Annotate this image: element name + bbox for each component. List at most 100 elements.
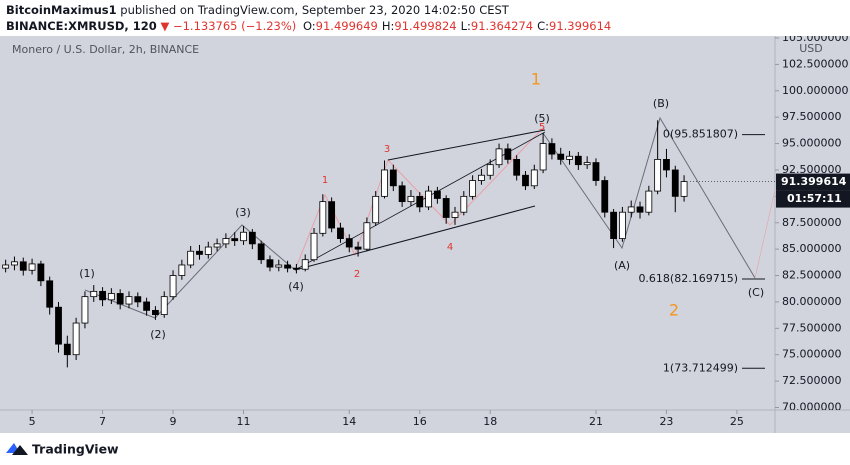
candle-body bbox=[134, 296, 142, 303]
ohlc-label: L: bbox=[461, 19, 471, 33]
fib-label: 0(95.851807) bbox=[663, 128, 738, 141]
candle-body bbox=[654, 159, 662, 192]
axis-unit: USD bbox=[799, 42, 823, 55]
candle-body bbox=[152, 309, 159, 315]
candle-body bbox=[116, 293, 124, 305]
ohlc-label: H: bbox=[382, 19, 395, 33]
last-price-box bbox=[776, 173, 850, 191]
candle-body bbox=[99, 290, 106, 301]
countdown-label: 01:57:11 bbox=[787, 192, 842, 205]
ohlc-value: 91.499649 bbox=[316, 19, 378, 33]
candle-body bbox=[495, 148, 503, 166]
candle-body bbox=[222, 238, 230, 245]
y-tick-label: 100.000000 bbox=[782, 84, 848, 97]
header-line-1: BitcoinMaximus1 published on TradingView… bbox=[6, 3, 510, 17]
candle-body bbox=[557, 153, 565, 160]
y-tick-label: 97.500000 bbox=[782, 110, 842, 123]
candle-body bbox=[125, 296, 133, 305]
wave-label: 2 bbox=[669, 301, 679, 320]
candle-body bbox=[46, 280, 54, 308]
ohlc-value: 91.399614 bbox=[549, 19, 611, 33]
candle-body bbox=[72, 322, 80, 356]
candle-body bbox=[645, 190, 653, 213]
x-tick-label: 23 bbox=[659, 415, 673, 428]
candle-body bbox=[592, 162, 600, 181]
price-axis: 70.000000 72.500000 75.000000 77.500000 80.0… bbox=[775, 36, 848, 414]
change: ▼ −1.133765 (−1.23%) bbox=[160, 19, 296, 33]
wave-label: (A) bbox=[614, 259, 630, 272]
x-tick-label: 7 bbox=[99, 415, 106, 428]
candle-body bbox=[337, 227, 344, 239]
x-tick-label: 11 bbox=[237, 415, 251, 428]
wave-label: 5 bbox=[539, 122, 545, 133]
x-tick-label: 21 bbox=[589, 415, 603, 428]
candle-body bbox=[671, 169, 679, 197]
candle-body bbox=[389, 169, 397, 187]
candle-body bbox=[618, 211, 626, 239]
candle-body bbox=[636, 206, 644, 213]
candle-body bbox=[486, 164, 494, 176]
candle-body bbox=[187, 250, 195, 266]
candle-body bbox=[372, 195, 380, 224]
chart-title: Monero / U.S. Dollar, 2h, BINANCE bbox=[12, 43, 199, 56]
wave-label: (3) bbox=[235, 206, 251, 219]
candle-body bbox=[196, 250, 203, 255]
candle-body bbox=[284, 264, 291, 269]
candle-body bbox=[143, 301, 151, 311]
y-tick-label: 72.500000 bbox=[782, 374, 842, 387]
candle-body bbox=[213, 243, 221, 248]
candle-body bbox=[610, 211, 617, 239]
candle-body bbox=[398, 185, 406, 203]
x-tick-label: 16 bbox=[413, 415, 427, 428]
candle-body bbox=[292, 267, 300, 270]
x-tick-label: 9 bbox=[170, 415, 177, 428]
candle-body bbox=[504, 148, 512, 160]
wave-label: 1 bbox=[531, 70, 541, 89]
candle-body bbox=[37, 263, 45, 282]
ohlc-label: O: bbox=[303, 19, 316, 33]
channel-upper bbox=[387, 129, 546, 161]
fib-label: 1(73.712499) bbox=[663, 361, 738, 374]
candle-body bbox=[310, 232, 318, 261]
y-tick-label: 92.500000 bbox=[782, 163, 842, 176]
candle-body bbox=[328, 201, 336, 229]
candle-body bbox=[248, 231, 256, 245]
candle-body bbox=[566, 155, 573, 160]
candle-body bbox=[601, 180, 609, 213]
candle-body bbox=[530, 169, 538, 187]
correction-line bbox=[542, 116, 756, 279]
x-tick-label: 18 bbox=[483, 415, 497, 428]
candle-body bbox=[539, 143, 547, 171]
candle-body bbox=[460, 195, 468, 213]
candle-body bbox=[257, 243, 265, 261]
header-line-2: BINANCE:XMRUSD, 120 ▼ −1.133765 (−1.23%)… bbox=[6, 19, 611, 33]
candle-body bbox=[381, 169, 388, 197]
candle-body bbox=[107, 293, 115, 301]
candle-body bbox=[574, 155, 582, 166]
y-tick-label: 95.000000 bbox=[782, 137, 842, 150]
wave-label: 1 bbox=[322, 175, 328, 186]
candle-body bbox=[19, 261, 27, 271]
candle-body bbox=[548, 143, 556, 155]
candle-body bbox=[416, 195, 424, 208]
y-tick-label: 77.500000 bbox=[782, 321, 842, 334]
candle-body bbox=[266, 259, 274, 268]
y-tick-label: 102.500000 bbox=[782, 57, 848, 70]
candle-body bbox=[275, 264, 283, 268]
wave-label: (C) bbox=[748, 286, 764, 299]
y-tick-label: 85.000000 bbox=[782, 242, 842, 255]
candle-body bbox=[204, 246, 212, 255]
candle-body bbox=[178, 264, 186, 276]
candle-body bbox=[81, 296, 89, 324]
candle-body bbox=[354, 246, 362, 250]
candle-body bbox=[425, 190, 432, 208]
wave-label: (B) bbox=[653, 97, 669, 110]
chart-panel bbox=[0, 36, 850, 433]
candle-body bbox=[240, 231, 247, 242]
y-tick-label: 70.000000 bbox=[782, 401, 842, 414]
candle-body bbox=[663, 159, 670, 171]
candle-body bbox=[90, 290, 98, 298]
x-tick-label: 5 bbox=[29, 415, 36, 428]
ohlc-value: 91.499824 bbox=[394, 19, 456, 33]
